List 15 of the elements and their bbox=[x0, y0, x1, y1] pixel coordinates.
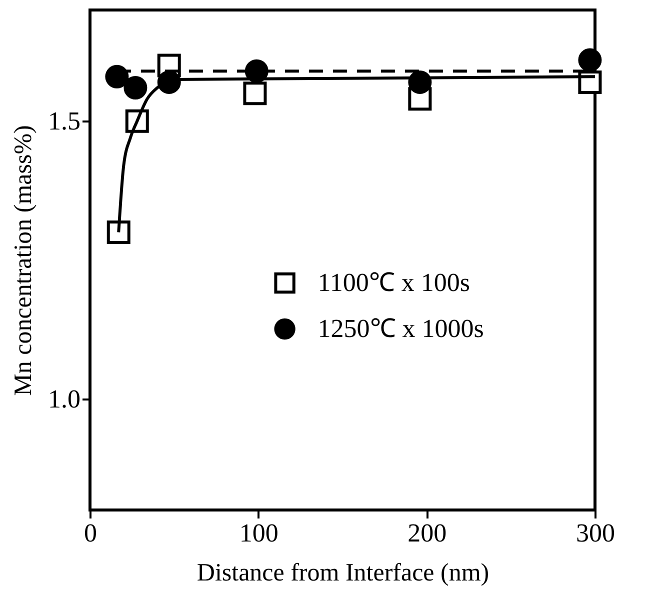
x-tick-label: 200 bbox=[408, 518, 447, 548]
point bbox=[105, 64, 129, 88]
point bbox=[106, 220, 130, 244]
legend-label: 1100℃ x 100s bbox=[318, 268, 470, 297]
point bbox=[578, 48, 602, 72]
y-axis-title: Mn concentration (mass%) bbox=[10, 125, 37, 396]
x-tick-label: 100 bbox=[239, 518, 278, 548]
legend-label: 1250℃ x 1000s bbox=[318, 314, 484, 343]
x-tick-label: 300 bbox=[576, 518, 615, 548]
y-tick-label: 1.5 bbox=[48, 106, 80, 136]
x-axis-title: Distance from Interface (nm) bbox=[196, 560, 490, 586]
y-tick-label: 1.0 bbox=[48, 384, 80, 414]
point bbox=[243, 82, 267, 106]
x-tick-label: 0 bbox=[84, 518, 97, 548]
point bbox=[124, 76, 148, 100]
